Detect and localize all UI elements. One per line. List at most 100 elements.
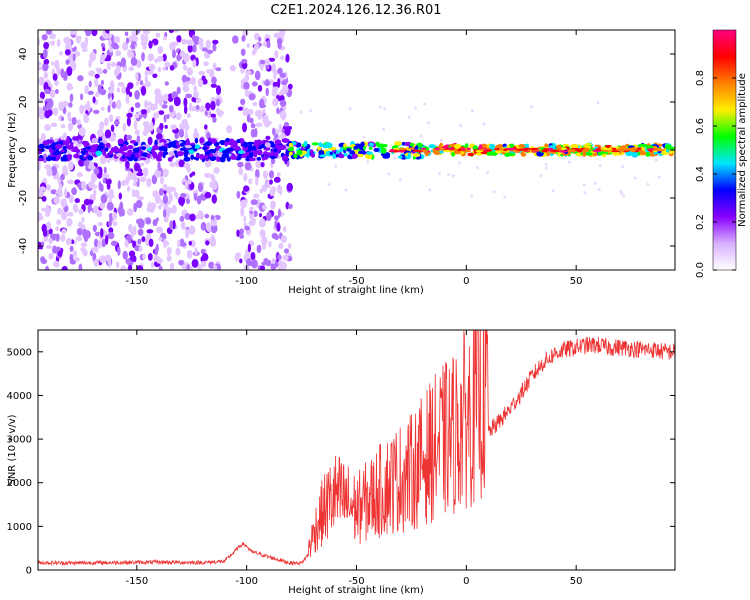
spectrogram-cell <box>332 153 337 159</box>
spectrogram-cell <box>52 236 56 241</box>
spectrogram-cell <box>104 117 109 127</box>
spectrogram-cell <box>162 183 168 191</box>
spectrogram-cell <box>93 168 100 175</box>
spectrogram-cell <box>357 153 364 158</box>
spectrogram-cell <box>249 206 254 212</box>
spectrogram-cell <box>122 122 127 132</box>
spectrogram-cell <box>41 34 48 41</box>
colorbar-bar <box>712 29 737 271</box>
spectrogram-cell <box>427 121 431 125</box>
spectrogram-cell <box>145 81 151 88</box>
spectrogram-cell <box>226 156 231 162</box>
spectrogram-cell <box>253 210 258 217</box>
spectrogram-cell <box>149 202 157 210</box>
spectrogram-cell <box>141 236 146 243</box>
spectrogram-cell <box>143 30 150 35</box>
spectrogram-cell <box>131 30 138 37</box>
spectrogram-cell <box>148 63 156 71</box>
spectrogram-cell <box>207 113 211 119</box>
spectrogram-cell <box>190 239 196 248</box>
spectrogram-cell <box>239 233 245 239</box>
spectrogram-cell <box>212 39 219 45</box>
spectrogram-cell <box>240 98 246 106</box>
spectrogram-cell <box>280 55 285 61</box>
spectrogram-cell <box>45 265 49 270</box>
spectrogram-cell <box>130 154 136 158</box>
x-tick-label: -100 <box>235 276 258 287</box>
spectrogram-cell <box>84 103 91 112</box>
spectrogram-cell <box>115 261 120 269</box>
spectrogram-cell <box>41 195 47 202</box>
spectrogram-cell <box>343 143 347 148</box>
spectrogram-cell <box>210 214 215 221</box>
spectrogram-cell <box>212 43 217 52</box>
spectrogram-cell <box>126 116 131 127</box>
spectrogram-cell <box>215 67 222 72</box>
spectrogram-cell <box>116 87 121 93</box>
spectrogram-cell <box>366 160 370 164</box>
spectrogram-cell <box>191 34 196 42</box>
spectrogram-cell <box>191 259 199 268</box>
spectrogram-cell <box>664 144 673 150</box>
spectrogram-cell <box>213 167 220 174</box>
spectrogram-cell <box>160 199 164 207</box>
spectrogram-cell <box>583 191 587 195</box>
spectrogram-cell <box>205 141 212 147</box>
spectrogram-cell <box>209 69 215 78</box>
spectrogram-cell <box>669 149 673 155</box>
spectrogram-cell <box>309 149 314 154</box>
spectrogram-cell <box>60 124 66 129</box>
spectrogram-cell <box>97 145 102 150</box>
spectrogram-cell <box>49 33 56 40</box>
spectrogram-cell <box>85 152 89 156</box>
spectrogram-cell <box>175 247 181 256</box>
spectrogram-cell <box>208 149 217 153</box>
spectrogram-cell <box>266 211 272 222</box>
spectrogram-cell <box>217 109 224 118</box>
spectrogram-cell <box>163 93 169 102</box>
spectrogram-cell <box>270 186 277 193</box>
spectrogram-cell <box>204 159 212 168</box>
spectrogram-cell <box>142 121 150 127</box>
spectrogram-cell <box>181 39 188 45</box>
spectrogram-cell <box>146 229 154 234</box>
spectrogram-cell <box>81 180 87 191</box>
spectrogram-cell <box>44 145 51 150</box>
spectrogram-cell <box>164 81 169 86</box>
spectrogram-cell <box>191 105 197 112</box>
spectrogram-cell <box>90 172 98 183</box>
spectrogram-cell <box>247 141 254 145</box>
spectrogram-cell <box>97 222 104 227</box>
spectrogram-cell <box>118 192 123 200</box>
y-tick-label: 3000 <box>7 435 32 446</box>
spectrogram-cell <box>360 141 365 147</box>
spectrogram-cell <box>421 147 427 150</box>
spectrogram-cell <box>276 172 281 177</box>
spectrogram-cell <box>125 37 130 44</box>
spectrogram-cell <box>93 259 99 267</box>
spectrogram-cell <box>139 80 144 86</box>
spectrogram-cell <box>186 198 190 205</box>
spectrogram-cell <box>193 91 199 99</box>
spectrogram-cell <box>52 107 59 116</box>
spectrogram-cell <box>83 142 87 148</box>
spectrogram-cell <box>234 253 240 262</box>
spectrogram-cell <box>188 102 193 112</box>
spectrogram-cell <box>539 174 543 178</box>
spectrogram-cell <box>466 147 471 151</box>
spectrogram-cell <box>195 153 200 159</box>
spectrogram-cell <box>85 146 93 150</box>
spectrogram-cell <box>179 142 185 147</box>
spectrogram-cell <box>194 128 198 133</box>
spectrogram-cell <box>201 47 209 52</box>
spectrogram-cell <box>44 207 52 214</box>
spectrogram-cell <box>122 41 129 51</box>
spectrogram-cell <box>134 102 141 109</box>
spectrogram-cell <box>283 121 290 128</box>
spectrogram-cell <box>134 113 140 119</box>
spectrogram-cell <box>125 176 130 186</box>
spectrogram-cell <box>142 167 149 177</box>
spectrogram-cell <box>252 101 258 107</box>
spectrogram-cell <box>348 107 352 111</box>
spectrogram-cell <box>61 156 68 162</box>
